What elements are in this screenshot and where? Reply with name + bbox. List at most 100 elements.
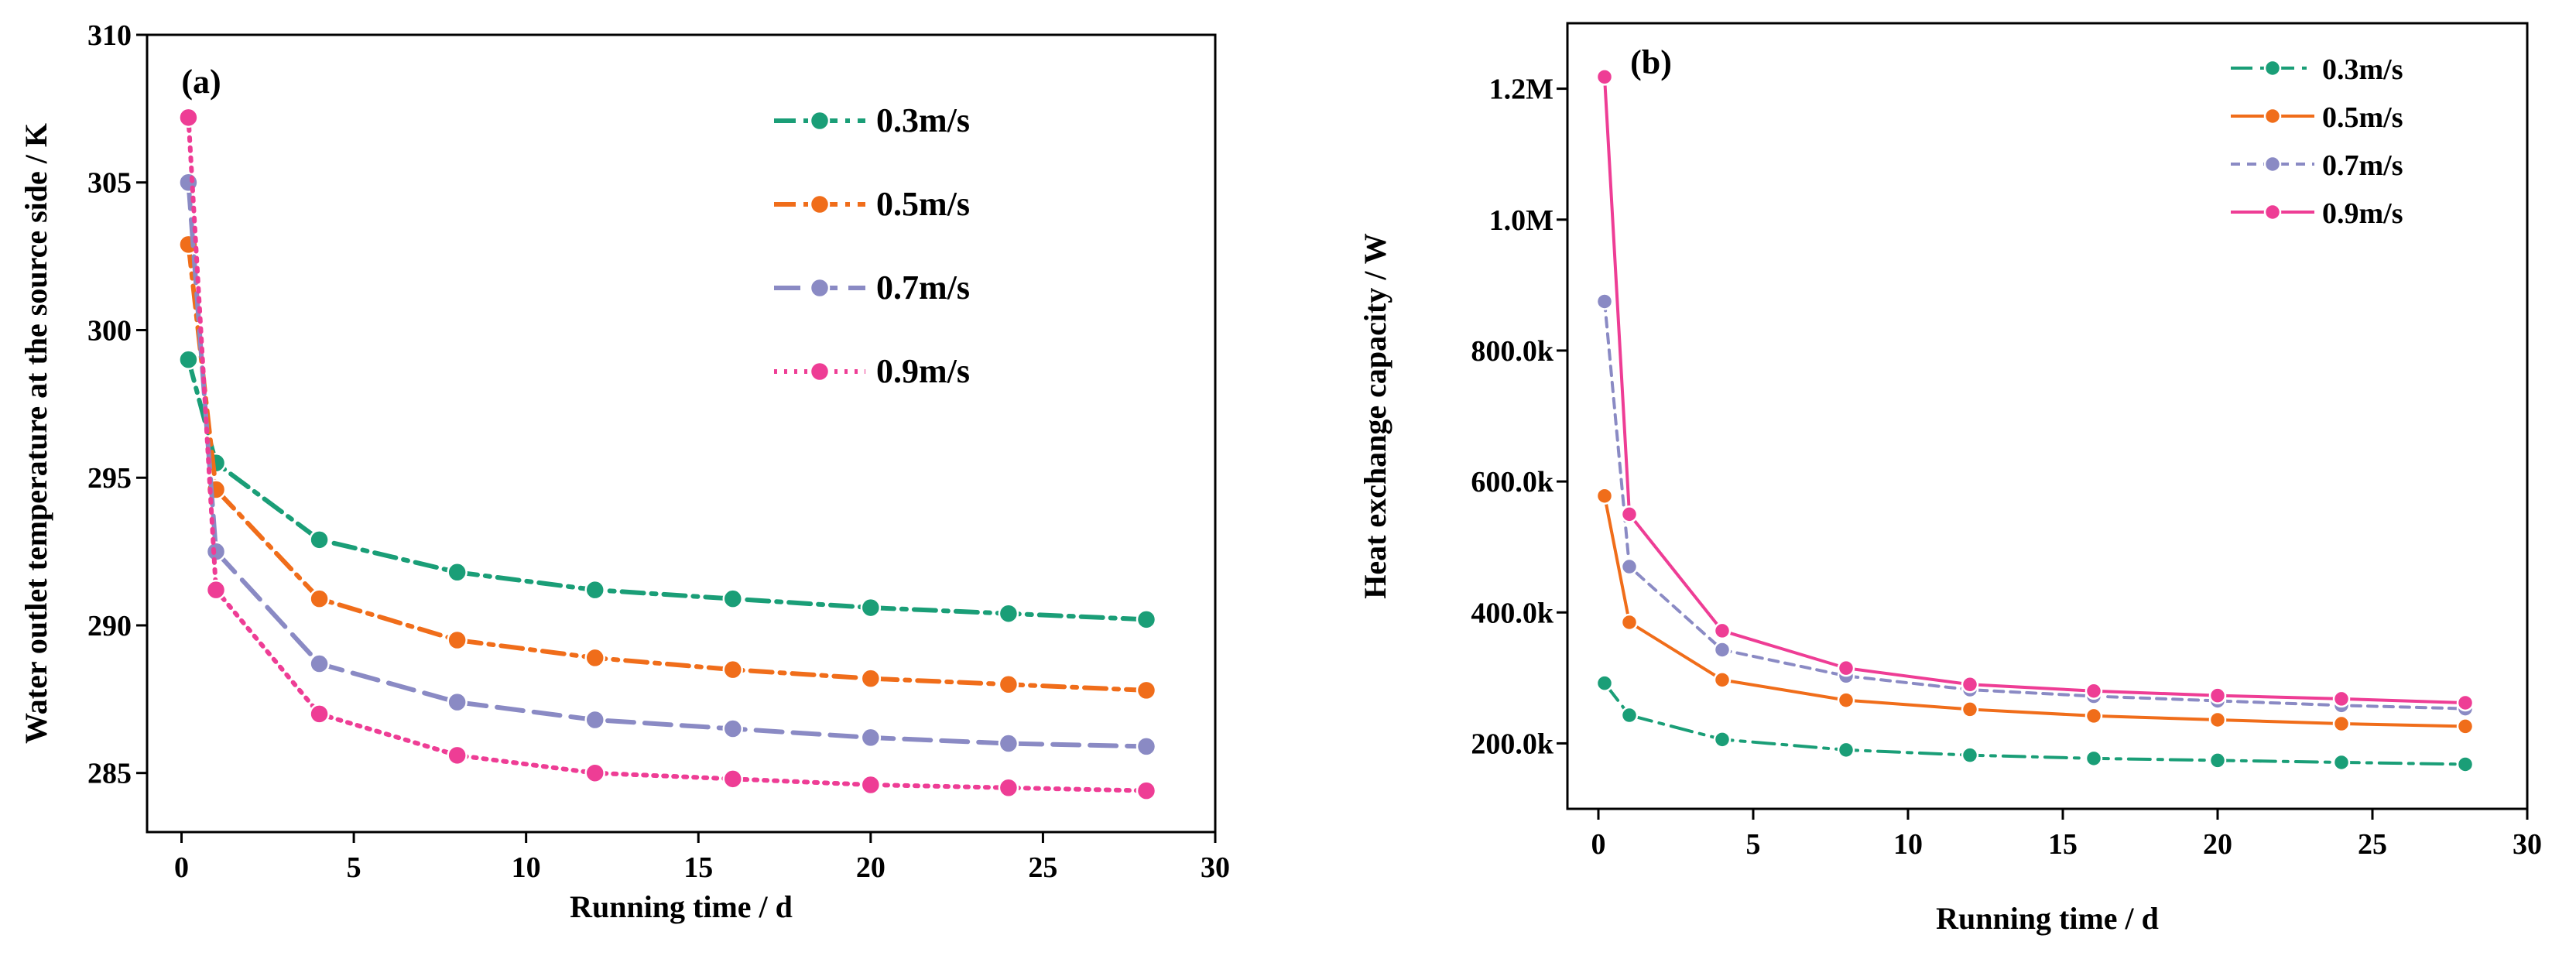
data-point bbox=[2332, 714, 2351, 733]
x-tick-label: 15 bbox=[683, 851, 713, 884]
y-tick-label: 1.2M bbox=[1489, 74, 1553, 106]
legend-label: 0.3m/s bbox=[2322, 53, 2403, 86]
data-point bbox=[584, 762, 605, 783]
legend-entry: 0.9m/s bbox=[774, 352, 970, 390]
y-tick-label: 800.0k bbox=[1471, 335, 1554, 368]
data-point bbox=[1837, 691, 1855, 709]
data-point bbox=[1961, 700, 1979, 718]
x-tick-label: 10 bbox=[1893, 828, 1923, 861]
data-point bbox=[860, 668, 882, 689]
legend-entry: 0.5m/s bbox=[2231, 101, 2403, 134]
legend-entry: 0.3m/s bbox=[2231, 53, 2403, 86]
data-point bbox=[998, 733, 1019, 754]
y-tick-label: 1.0M bbox=[1489, 204, 1553, 237]
legend-marker bbox=[2263, 59, 2282, 77]
data-point bbox=[2208, 711, 2227, 729]
panel-label: (a) bbox=[181, 63, 221, 101]
data-point bbox=[1620, 706, 1639, 724]
x-axis-title: Running time / d bbox=[570, 889, 793, 924]
data-point bbox=[860, 727, 882, 748]
y-tick-label: 300 bbox=[87, 314, 132, 347]
plot-frame bbox=[146, 33, 1217, 834]
y-axis-title: Water outlet temperature at the source s… bbox=[19, 123, 53, 744]
x-tick-label: 20 bbox=[856, 851, 886, 884]
data-point bbox=[2456, 718, 2475, 735]
data-point bbox=[1837, 659, 1855, 677]
data-point bbox=[1620, 505, 1639, 523]
data-point bbox=[584, 579, 605, 601]
y-tick-label: 290 bbox=[87, 610, 132, 642]
data-point bbox=[860, 597, 882, 618]
chart-panel-a: 0 5 10 15 20 25 30 285 290 295 300 305 310 Running ti… bbox=[19, 19, 1230, 924]
data-point bbox=[584, 709, 605, 731]
data-point bbox=[205, 579, 227, 601]
data-point bbox=[860, 774, 882, 796]
series-0.3m/s bbox=[178, 349, 1157, 630]
legend-marker bbox=[2263, 155, 2282, 173]
series-0.9m/s bbox=[178, 107, 1157, 801]
data-point bbox=[1961, 746, 1979, 764]
data-point bbox=[722, 769, 744, 789]
legend-label: 0.7m/s bbox=[2322, 149, 2403, 182]
series-0.5m/s bbox=[1595, 487, 2475, 735]
y-tick-label: 305 bbox=[87, 167, 132, 200]
y-tick-label: 285 bbox=[87, 758, 132, 790]
data-point bbox=[1620, 613, 1639, 632]
data-point bbox=[722, 588, 744, 609]
panel-label: (b) bbox=[1630, 43, 1672, 81]
data-point bbox=[1595, 674, 1614, 692]
legend-entry: 0.9m/s bbox=[2231, 197, 2403, 230]
x-tick-label: 5 bbox=[347, 851, 361, 884]
plot-frame bbox=[1566, 22, 2529, 810]
data-point bbox=[2084, 707, 2103, 725]
data-point bbox=[2084, 749, 2103, 768]
data-point bbox=[2208, 752, 2227, 769]
data-point bbox=[309, 588, 330, 609]
legend-entry: 0.7m/s bbox=[774, 269, 970, 307]
data-point bbox=[2456, 694, 2475, 712]
legend-marker bbox=[809, 110, 831, 132]
x-tick-label: 30 bbox=[1201, 851, 1230, 884]
legend-entry: 0.3m/s bbox=[774, 101, 970, 139]
x-tick-label: 30 bbox=[2513, 828, 2542, 861]
data-point bbox=[1136, 609, 1157, 630]
data-point bbox=[2208, 687, 2227, 704]
legend-marker bbox=[2263, 107, 2282, 125]
data-point bbox=[1595, 487, 1614, 505]
legend-label: 0.5m/s bbox=[876, 185, 970, 223]
y-tick-label: 295 bbox=[87, 462, 132, 495]
data-point bbox=[584, 647, 605, 669]
y-tick-label: 400.0k bbox=[1471, 597, 1554, 629]
x-tick-label: 25 bbox=[1028, 851, 1057, 884]
data-point bbox=[2332, 753, 2351, 772]
series-0.5m/s bbox=[178, 234, 1157, 701]
series-0.3m/s bbox=[1595, 674, 2475, 773]
x-tick-label: 20 bbox=[2203, 828, 2232, 861]
legend-label: 0.3m/s bbox=[876, 101, 970, 139]
series-line bbox=[186, 241, 1149, 693]
data-point bbox=[1620, 557, 1639, 576]
x-tick-label: 15 bbox=[2048, 828, 2078, 861]
x-tick-label: 10 bbox=[512, 851, 541, 884]
data-point bbox=[447, 629, 468, 651]
legend-marker bbox=[2263, 203, 2282, 221]
y-tick-label: 600.0k bbox=[1471, 466, 1554, 498]
data-point bbox=[722, 718, 744, 739]
data-point bbox=[1713, 641, 1732, 659]
legend-marker bbox=[809, 277, 831, 299]
data-point bbox=[309, 704, 330, 724]
data-point bbox=[178, 107, 199, 128]
x-tick-label: 5 bbox=[1746, 828, 1761, 861]
data-point bbox=[309, 529, 330, 550]
legend-label: 0.5m/s bbox=[2322, 101, 2403, 134]
data-point bbox=[447, 745, 468, 766]
data-point bbox=[1713, 671, 1732, 689]
legend-entry: 0.5m/s bbox=[774, 185, 970, 223]
series-line bbox=[186, 357, 1149, 622]
data-point bbox=[1136, 780, 1157, 801]
data-point bbox=[1837, 741, 1855, 759]
data-point bbox=[998, 674, 1019, 695]
data-point bbox=[1136, 680, 1157, 701]
